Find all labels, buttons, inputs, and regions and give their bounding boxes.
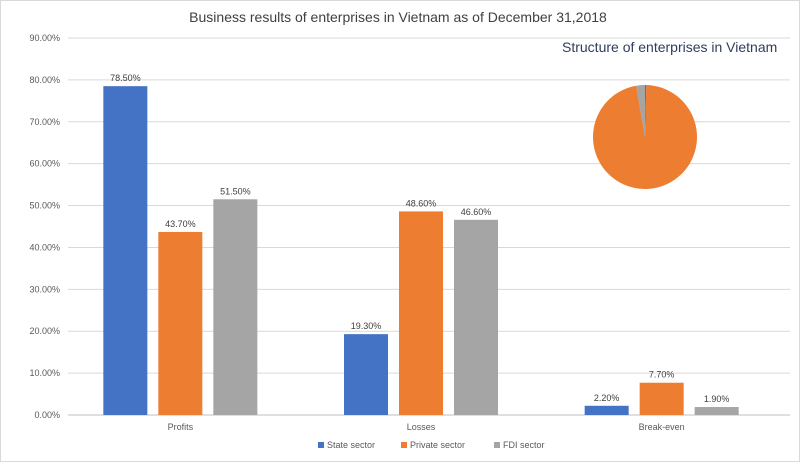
legend-label: State sector xyxy=(327,440,375,450)
pie-chart xyxy=(593,85,698,190)
data-label: 46.60% xyxy=(461,207,492,217)
pie-slice-fdi-sector xyxy=(636,85,645,137)
y-tick-label: 60.00% xyxy=(29,159,60,169)
y-tick-label: 90.00% xyxy=(29,33,60,43)
legend-swatch xyxy=(318,442,324,448)
data-label: 19.30% xyxy=(351,321,382,331)
data-label: 51.50% xyxy=(220,186,251,196)
y-tick-label: 20.00% xyxy=(29,326,60,336)
y-tick-label: 30.00% xyxy=(29,284,60,294)
pie-slice-private-sector xyxy=(593,85,698,190)
data-label: 48.60% xyxy=(406,198,437,208)
bar-private-sector xyxy=(399,211,443,415)
data-label: 2.20% xyxy=(594,393,620,403)
y-tick-label: 50.00% xyxy=(29,201,60,211)
y-tick-label: 40.00% xyxy=(29,242,60,252)
bar-state-sector xyxy=(584,405,629,415)
data-label: 7.70% xyxy=(649,370,675,380)
x-tick-label: Break-even xyxy=(639,422,685,432)
y-tick-label: 0.00% xyxy=(34,410,60,420)
y-tick-label: 80.00% xyxy=(29,75,60,85)
x-tick-label: Losses xyxy=(407,422,436,432)
bar-private-sector xyxy=(639,382,684,415)
bar-fdi-sector xyxy=(213,199,258,415)
pie-slice-state-sector xyxy=(645,85,647,137)
legend-swatch xyxy=(401,442,407,448)
x-tick-label: Profits xyxy=(168,422,194,432)
legend-label: FDI sector xyxy=(503,440,545,450)
chart-title: Business results of enterprises in Vietn… xyxy=(189,9,607,25)
bar-state-sector xyxy=(103,86,148,415)
bar-private-sector xyxy=(158,231,203,415)
bar-fdi-sector xyxy=(694,407,739,415)
bar-state-sector xyxy=(344,334,388,415)
bar-fdi-sector xyxy=(454,219,498,415)
y-tick-label: 70.00% xyxy=(29,117,60,127)
legend-swatch xyxy=(494,442,500,448)
pie-title: Structure of enterprises in Vietnam xyxy=(562,39,777,55)
data-label: 78.50% xyxy=(110,73,141,83)
legend-label: Private sector xyxy=(410,440,465,450)
data-label: 1.90% xyxy=(704,394,730,404)
y-tick-label: 10.00% xyxy=(29,368,60,378)
data-label: 43.70% xyxy=(165,219,196,229)
